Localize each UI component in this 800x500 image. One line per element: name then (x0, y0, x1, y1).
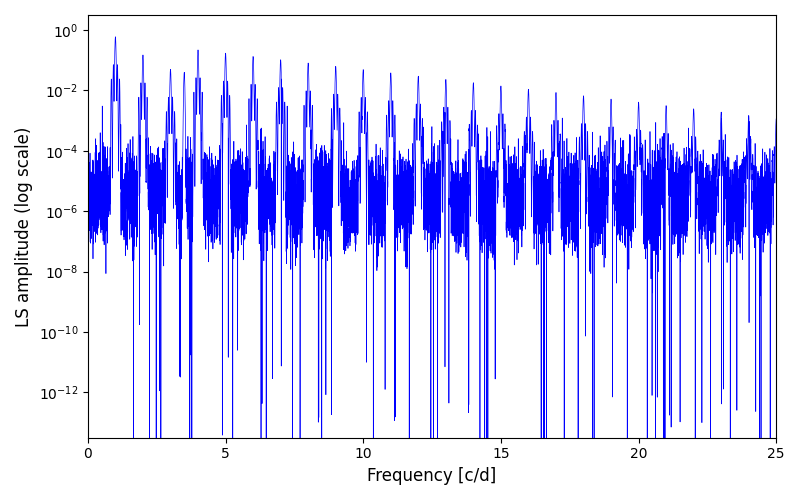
X-axis label: Frequency [c/d]: Frequency [c/d] (367, 467, 497, 485)
Y-axis label: LS amplitude (log scale): LS amplitude (log scale) (15, 126, 33, 326)
